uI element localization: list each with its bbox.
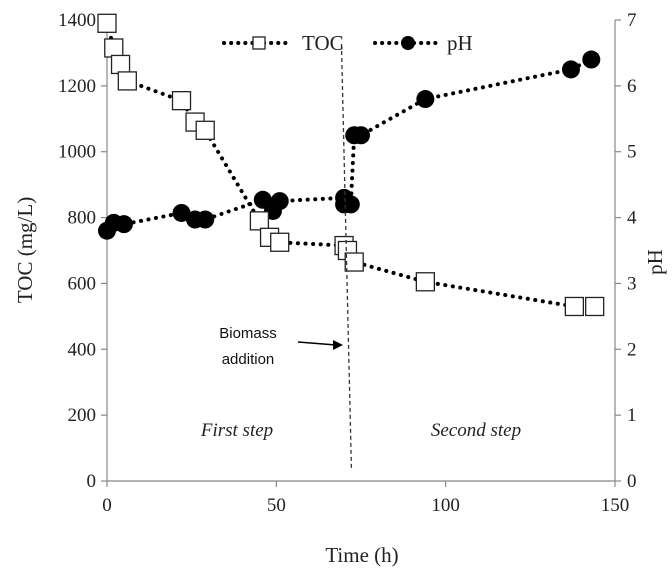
toc-point <box>271 233 289 251</box>
biomass-arrow-head <box>333 340 343 350</box>
y2-tick-label: 4 <box>627 208 637 229</box>
second-step-label: Second step <box>431 420 521 441</box>
x-tick-label: 0 <box>102 495 112 516</box>
x-tick-label: 100 <box>431 495 460 516</box>
x-axis-title: Time (h) <box>325 543 398 567</box>
legend-marker-toc <box>253 37 265 49</box>
y2-tick-label: 7 <box>627 10 637 31</box>
y2-tick-label: 5 <box>627 142 637 163</box>
y2-tick-label: 1 <box>627 405 637 426</box>
y2-tick-label: 2 <box>627 339 637 360</box>
toc-point <box>118 72 136 90</box>
biomass-arrow-line <box>298 342 336 345</box>
y-tick-label: 1400 <box>58 10 96 31</box>
toc-point <box>196 121 214 139</box>
ph-point <box>562 60 580 78</box>
toc-point <box>416 273 434 291</box>
y-tick-label: 0 <box>87 471 97 492</box>
legend: TOC pH <box>224 31 473 55</box>
ph-point <box>582 51 600 69</box>
y-axis-title: TOC (mg/L) <box>13 197 37 303</box>
legend-label-toc: TOC <box>302 31 344 55</box>
series-layer <box>98 14 604 315</box>
legend-label-ph: pH <box>447 31 473 55</box>
y-tick-label: 1000 <box>58 142 96 163</box>
toc-point <box>586 297 604 315</box>
toc-point <box>250 212 268 230</box>
legend-marker-ph <box>401 36 415 50</box>
ph-point <box>115 215 133 233</box>
ph-point <box>196 211 214 229</box>
biomass-label-line1: Biomass <box>219 325 277 342</box>
y2-tick-label: 3 <box>627 273 637 294</box>
y-tick-label: 200 <box>68 405 97 426</box>
x-tick-label: 150 <box>601 495 630 516</box>
ph-point <box>416 90 434 108</box>
biomass-label-line2: addition <box>222 351 275 368</box>
y-tick-label: 800 <box>68 208 97 229</box>
y-tick-label: 400 <box>68 339 97 360</box>
toc-point <box>98 14 116 32</box>
x-tick-label: 50 <box>267 495 286 516</box>
toc-point <box>345 253 363 271</box>
ph-point <box>271 192 289 210</box>
y-tick-label: 600 <box>68 273 97 294</box>
y2-axis-title: pH <box>643 249 667 275</box>
toc-point <box>112 55 130 73</box>
toc-point <box>105 39 123 57</box>
toc-point <box>173 92 191 110</box>
first-step-label: First step <box>200 420 273 441</box>
y2-tick-label: 0 <box>627 471 637 492</box>
y2-tick-label: 6 <box>627 76 637 97</box>
ph-point <box>352 126 370 144</box>
toc-point <box>565 297 583 315</box>
y-tick-label: 1200 <box>58 76 96 97</box>
